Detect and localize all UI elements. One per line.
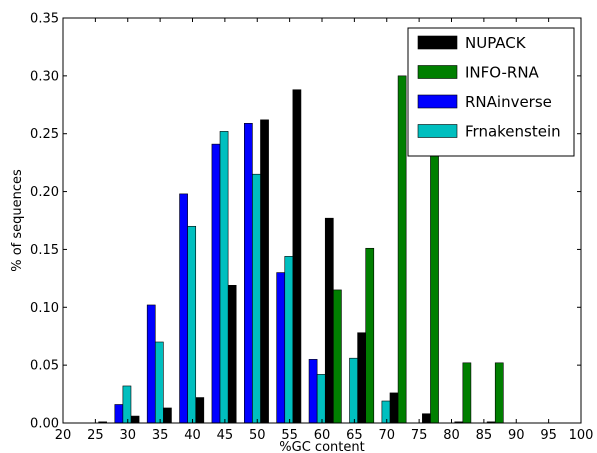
x-tick-label: 55 (281, 428, 298, 443)
x-tick-label: 50 (249, 428, 266, 443)
legend-swatch-frnakenstein (417, 124, 458, 138)
bar-frnakenstein-68 (381, 400, 391, 424)
y-tick-label: 0.10 (30, 301, 59, 316)
bar-info-rna-63 (333, 289, 342, 424)
x-tick-label: 100 (569, 428, 594, 443)
x-tick-label: 25 (87, 428, 104, 443)
bar-rnainverse-43 (211, 143, 221, 424)
bar-nupack-78 (422, 413, 431, 424)
bar-info-rna-73 (397, 75, 407, 424)
y-tick-label: 0.35 (30, 12, 59, 27)
y-tick-label: 0.05 (30, 359, 59, 374)
bar-frnakenstein-53 (284, 256, 294, 424)
x-tick-label: 40 (184, 428, 201, 443)
bar-nupack-63 (324, 217, 334, 424)
legend-swatch-nupack (417, 35, 458, 50)
x-tick-label: 75 (411, 428, 428, 443)
legend-label-frnakenstein: Frnakenstein (465, 123, 561, 141)
x-tick-label: 35 (152, 428, 169, 443)
bar-frnakenstein-33 (154, 341, 164, 424)
bar-rnainverse-33 (146, 304, 156, 424)
legend-swatch-info-rna (417, 65, 458, 79)
x-tick-label: 20 (55, 428, 72, 443)
x-tick-label: 80 (443, 428, 460, 443)
legend-label-info-rna: INFO-RNA (465, 64, 540, 82)
bar-rnainverse-58 (308, 359, 318, 424)
bar-frnakenstein-63 (349, 357, 358, 424)
x-axis-label: %GC content (279, 440, 364, 453)
x-tick-label: 30 (119, 428, 136, 443)
x-tick-label: 60 (314, 428, 331, 443)
bar-nupack-58 (292, 89, 302, 424)
bar-info-rna-88 (494, 362, 504, 424)
legend-swatch-rnainverse (417, 94, 458, 109)
bar-info-rna-68 (365, 247, 375, 424)
bar-frnakenstein-58 (316, 374, 326, 424)
bar-nupack-68 (357, 332, 366, 424)
bar-frnakenstein-28 (122, 385, 132, 424)
bars-layer (98, 75, 504, 424)
x-tick-label: 95 (540, 428, 557, 443)
y-tick-label: 0.25 (30, 127, 59, 142)
y-tick-label: 0.20 (30, 185, 59, 200)
y-tick-label: 0.15 (30, 243, 59, 258)
bar-rnainverse-38 (179, 193, 188, 424)
bar-frnakenstein-43 (219, 131, 229, 424)
bar-nupack-48 (227, 284, 237, 424)
legend-label-rnainverse: RNAinverse (465, 93, 552, 111)
bar-nupack-53 (260, 119, 269, 424)
bar-nupack-43 (195, 397, 205, 424)
ticks-layer: 20 25 30 35 40 45 50 55 60 65 70 75 80 85 90 95 100 0.00 0… (30, 12, 593, 444)
legend: NUPACK INFO-RNA RNAinverse Frnakenstein (407, 27, 575, 157)
bar-rnainverse-53 (276, 272, 286, 424)
bar-nupack-33 (130, 415, 140, 424)
bar-nupack-73 (389, 392, 399, 424)
y-tick-label: 0.30 (30, 69, 59, 84)
bar-nupack-38 (163, 407, 172, 424)
bar-rnainverse-48 (244, 123, 253, 424)
bar-rnainverse-28 (114, 404, 124, 424)
bar-frnakenstein-48 (252, 173, 261, 424)
x-tick-label: 70 (378, 428, 395, 443)
x-tick-label: 65 (346, 428, 363, 443)
x-tick-label: 85 (476, 428, 493, 443)
legend-label-nupack: NUPACK (465, 34, 527, 52)
bar-info-rna-83 (462, 362, 472, 424)
y-tick-label: 0.00 (30, 417, 59, 432)
y-axis-label: % of sequences (10, 169, 25, 272)
x-tick-label: 90 (508, 428, 525, 443)
bar-frnakenstein-38 (187, 225, 197, 424)
x-tick-label: 45 (217, 428, 234, 443)
